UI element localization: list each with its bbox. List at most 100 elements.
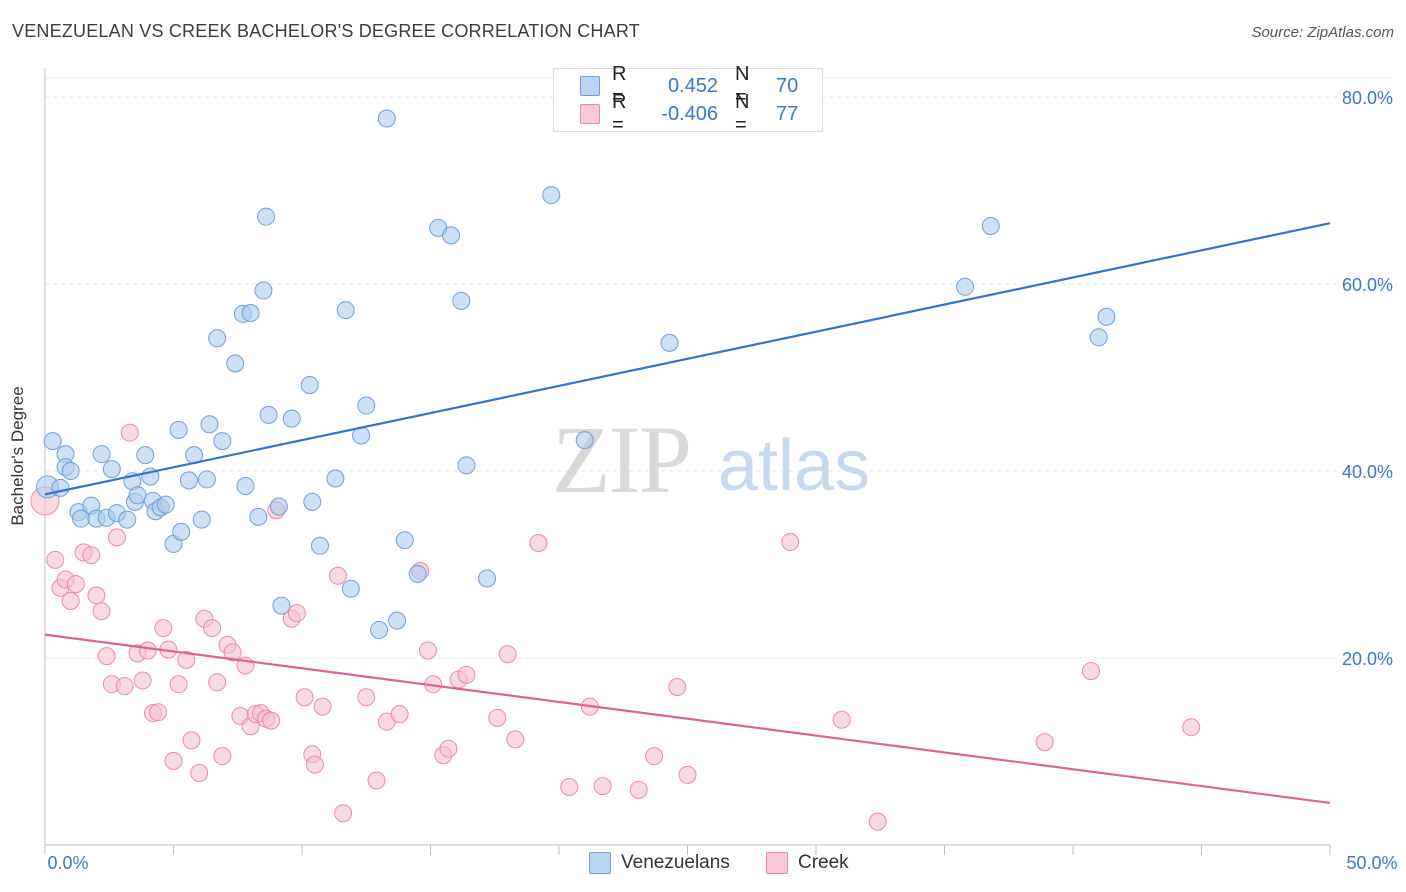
chart-title: VENEZUELAN VS CREEK BACHELOR'S DEGREE CO…: [12, 21, 640, 41]
creek-point: [262, 711, 281, 730]
venezuelan-point: [457, 456, 476, 475]
axis-ticks: 0.0% 50.0% 20.0% 40.0% 60.0% 80.0%: [44, 88, 1398, 873]
creek-point: [107, 528, 126, 547]
venezuelan-point: [395, 531, 414, 550]
venezuelan-point: [179, 471, 198, 490]
creek-point: [390, 705, 409, 724]
creek-point: [593, 777, 612, 796]
creek-point: [1035, 733, 1054, 752]
creek-point: [418, 641, 437, 660]
creek-point: [177, 650, 196, 669]
creek-point: [678, 765, 697, 784]
stats-legend: R = 0.452 N = 70 R = -0.406 N = 77: [553, 63, 823, 136]
creek-point: [313, 697, 332, 716]
watermark-zip: ZIP: [552, 406, 690, 513]
venezuelan-point: [208, 329, 227, 348]
creek-point: [334, 804, 353, 823]
creek-point: [1081, 662, 1100, 681]
creek-point: [832, 710, 851, 729]
y-axis-label: Bachelor's Degree: [8, 386, 27, 526]
x-tick-label: 0.0%: [47, 853, 88, 873]
venezuelan-point: [388, 611, 407, 630]
n-label: N =: [735, 63, 750, 108]
n-label: N =: [735, 91, 750, 136]
creek-point: [457, 665, 476, 684]
venezuelan-point: [300, 375, 319, 394]
venezuelan-point: [259, 405, 278, 424]
venezuelan-point: [357, 396, 376, 415]
y-tick-label: 40.0%: [1342, 462, 1393, 482]
legend-item-creek[interactable]: Creek: [766, 852, 849, 874]
creek-point: [138, 641, 157, 660]
venezuelan-point: [377, 109, 396, 128]
watermark-atlas: atlas: [718, 426, 870, 506]
venezuelan-point: [408, 564, 427, 583]
venezuelan-point: [981, 217, 1000, 236]
gridlines: [45, 77, 1392, 659]
legend-item-venezuelans[interactable]: Venezuelans: [589, 852, 730, 874]
venezuelan-point: [326, 469, 345, 488]
creek-point: [133, 671, 152, 690]
venezuelan-point: [542, 186, 561, 205]
creek-point: [164, 751, 183, 770]
venezuelan-point: [370, 620, 389, 639]
venezuelan-point: [341, 579, 360, 598]
creek-point: [645, 747, 664, 766]
creek-point: [66, 575, 85, 594]
y-tick-label: 20.0%: [1342, 649, 1393, 669]
venezuelan-point: [213, 432, 232, 451]
creek-point: [295, 688, 314, 707]
venezuelan-point: [442, 226, 461, 245]
venezuelan-point: [51, 478, 70, 497]
creek-swatch: [580, 104, 600, 124]
venezuelan-trend-line: [44, 222, 1331, 496]
creek-point: [868, 812, 887, 831]
creek-point: [529, 533, 548, 552]
venezuelans-legend-swatch: [589, 852, 611, 874]
venezuelan-point: [249, 507, 268, 526]
creek-point: [46, 550, 65, 569]
venezuelan-point: [226, 354, 245, 373]
legend-label-creek: Creek: [798, 852, 849, 873]
venezuelan-point: [269, 497, 288, 516]
venezuelan-point: [575, 431, 594, 450]
creek-point: [367, 771, 386, 790]
venezuelan-point: [236, 476, 255, 495]
y-tick-label: 80.0%: [1342, 88, 1393, 108]
creek-point: [190, 764, 209, 783]
creek-point: [149, 703, 168, 722]
creek-point: [781, 533, 800, 552]
venezuelan-point: [254, 281, 273, 300]
creek-point: [208, 673, 227, 692]
creek-point: [488, 708, 507, 727]
r-label: R =: [612, 63, 627, 108]
creek-point: [305, 755, 324, 774]
creek-n-value: 77: [776, 102, 799, 125]
creek-point: [629, 780, 648, 799]
creek-point: [169, 675, 188, 694]
venezuelan-point: [478, 569, 497, 588]
creek-r-value: -0.406: [661, 102, 718, 125]
creek-trend-line: [44, 633, 1331, 805]
creek-point: [213, 747, 232, 766]
creek-legend-swatch: [766, 852, 788, 874]
creek-point: [560, 778, 579, 797]
venezuelan-points: [36, 109, 1116, 639]
creek-point: [498, 645, 517, 664]
venezuelans-n-value: 70: [776, 74, 799, 97]
creek-point: [92, 602, 111, 621]
y-tick-label: 60.0%: [1342, 275, 1393, 295]
venezuelan-point: [336, 301, 355, 320]
venezuelan-point: [303, 492, 322, 511]
venezuelan-point: [92, 445, 111, 464]
venezuelan-point: [200, 415, 219, 434]
venezuelan-point: [452, 291, 471, 310]
creek-point: [87, 586, 106, 605]
creek-point: [506, 730, 525, 749]
venezuelan-point: [128, 486, 147, 505]
creek-point: [287, 604, 306, 623]
venezuelan-point: [197, 470, 216, 489]
venezuelan-point: [61, 462, 80, 480]
venezuelan-point: [282, 409, 301, 428]
venezuelan-point: [169, 420, 188, 439]
